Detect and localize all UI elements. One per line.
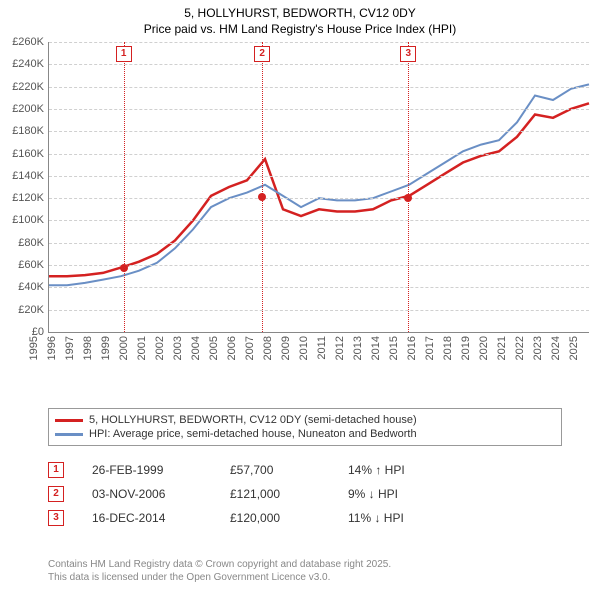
gridline <box>49 87 589 88</box>
chart-area: £0£20K£40K£60K£80K£100K£120K£140K£160K£1… <box>0 42 600 372</box>
sale-dot <box>120 264 128 272</box>
gridline <box>49 176 589 177</box>
y-tick: £220K <box>0 81 44 93</box>
y-tick: £80K <box>0 237 44 249</box>
gridline <box>49 265 589 266</box>
footnote-line1: Contains HM Land Registry data © Crown c… <box>48 558 391 571</box>
sales-marker: 3 <box>48 510 64 526</box>
line-series-svg <box>49 42 589 332</box>
sales-row: 3 16-DEC-2014 £120,000 11% ↓ HPI <box>48 506 468 530</box>
y-tick: £260K <box>0 36 44 48</box>
y-tick: £140K <box>0 170 44 182</box>
sale-marker-box: 3 <box>400 46 416 62</box>
legend-swatch <box>55 433 83 436</box>
sales-price: £120,000 <box>230 511 320 525</box>
y-tick: £240K <box>0 58 44 70</box>
plot-region: 1 2 3 <box>48 42 589 333</box>
gridline <box>49 198 589 199</box>
sales-date: 03-NOV-2006 <box>92 487 202 501</box>
y-tick: £200K <box>0 103 44 115</box>
legend-label: 5, HOLLYHURST, BEDWORTH, CV12 0DY (semi-… <box>89 414 417 426</box>
legend-item: 5, HOLLYHURST, BEDWORTH, CV12 0DY (semi-… <box>55 413 555 427</box>
y-tick: £180K <box>0 125 44 137</box>
sales-date: 16-DEC-2014 <box>92 511 202 525</box>
y-tick: £20K <box>0 304 44 316</box>
footnote-line2: This data is licensed under the Open Gov… <box>48 571 391 584</box>
sales-delta: 11% ↓ HPI <box>348 511 468 525</box>
sales-delta: 14% ↑ HPI <box>348 463 468 477</box>
y-tick: £160K <box>0 148 44 160</box>
gridline <box>49 220 589 221</box>
gridline <box>49 310 589 311</box>
x-tick: 2025 <box>568 336 600 360</box>
sales-table: 1 26-FEB-1999 £57,700 14% ↑ HPI 2 03-NOV-2006… <box>48 458 468 530</box>
legend: 5, HOLLYHURST, BEDWORTH, CV12 0DY (semi-… <box>48 408 562 446</box>
y-tick: £100K <box>0 214 44 226</box>
title-line2: Price paid vs. HM Land Registry's House … <box>0 22 600 38</box>
gridline <box>49 42 589 43</box>
y-tick: £40K <box>0 281 44 293</box>
legend-label: HPI: Average price, semi-detached house,… <box>89 428 417 440</box>
chart-title: 5, HOLLYHURST, BEDWORTH, CV12 0DY Price … <box>0 0 600 37</box>
series-hpi <box>49 84 589 285</box>
legend-swatch <box>55 419 83 422</box>
sales-row: 2 03-NOV-2006 £121,000 9% ↓ HPI <box>48 482 468 506</box>
series-price_paid <box>49 103 589 276</box>
sale-dot <box>404 194 412 202</box>
y-tick: £120K <box>0 192 44 204</box>
sale-marker-line <box>262 42 263 332</box>
legend-item: HPI: Average price, semi-detached house,… <box>55 427 555 441</box>
sales-price: £57,700 <box>230 463 320 477</box>
sales-date: 26-FEB-1999 <box>92 463 202 477</box>
sales-delta: 9% ↓ HPI <box>348 487 468 501</box>
sales-row: 1 26-FEB-1999 £57,700 14% ↑ HPI <box>48 458 468 482</box>
sales-marker: 2 <box>48 486 64 502</box>
gridline <box>49 131 589 132</box>
sale-marker-box: 2 <box>254 46 270 62</box>
gridline <box>49 64 589 65</box>
sales-marker: 1 <box>48 462 64 478</box>
title-line1: 5, HOLLYHURST, BEDWORTH, CV12 0DY <box>0 6 600 22</box>
sales-price: £121,000 <box>230 487 320 501</box>
y-tick: £60K <box>0 259 44 271</box>
gridline <box>49 154 589 155</box>
sale-dot <box>258 193 266 201</box>
gridline <box>49 109 589 110</box>
sale-marker-box: 1 <box>116 46 132 62</box>
sale-marker-line <box>408 42 409 332</box>
gridline <box>49 243 589 244</box>
footnote: Contains HM Land Registry data © Crown c… <box>48 558 391 584</box>
sale-marker-line <box>124 42 125 332</box>
gridline <box>49 287 589 288</box>
